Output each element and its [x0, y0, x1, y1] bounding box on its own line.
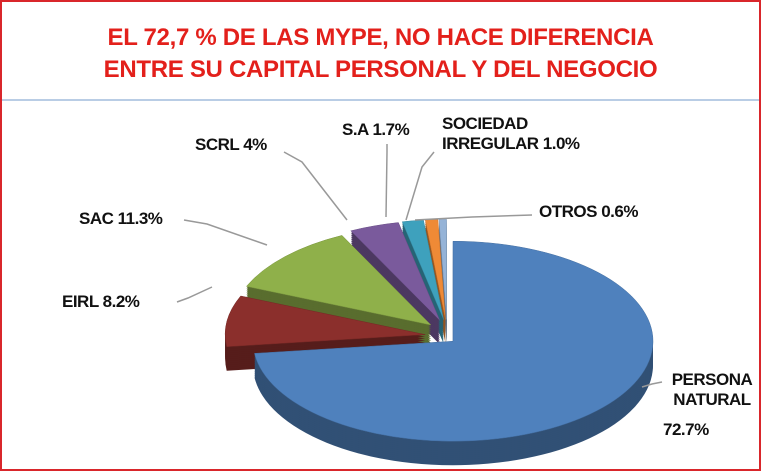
slice-side	[425, 221, 446, 322]
leader-line	[176, 286, 213, 303]
slice-side	[402, 226, 444, 326]
value-label: 1.7%	[372, 120, 410, 139]
category-label: OTROS	[539, 202, 597, 221]
value-label: 72.7%	[663, 420, 709, 439]
slice	[350, 222, 441, 345]
slice-side	[425, 225, 446, 326]
slice-side	[402, 228, 444, 328]
slice-label: PERSONA NATURAL 72.7%	[657, 370, 759, 440]
slice-label: S.A 1.7%	[342, 120, 452, 140]
leader-line	[641, 381, 663, 388]
category-label: SAC	[79, 209, 114, 228]
divider	[2, 99, 759, 101]
value-label: 4%	[243, 135, 267, 154]
slice-label: SOCIEDAD IRREGULAR 1.0%	[442, 114, 582, 154]
chart-title: EL 72,7 % DE LAS MYPE, NO HACE DIFERENCI…	[107, 24, 654, 51]
slice-label: SCRL 4%	[195, 135, 305, 155]
slice-side	[402, 222, 444, 322]
slice-label: SAC 11.3%	[79, 209, 209, 229]
category-label: SCRL	[195, 135, 239, 154]
category-label: S.A	[342, 120, 369, 139]
slice-label: OTROS 0.6%	[539, 202, 669, 222]
slice-side	[425, 223, 446, 324]
value-label: 11.3%	[117, 209, 163, 228]
slice-side	[402, 224, 444, 324]
leader-line	[283, 151, 348, 221]
slice-top	[254, 240, 654, 442]
leader-line	[183, 219, 268, 246]
leader-line	[405, 151, 435, 221]
chart-title: ENTRE SU CAPITAL PERSONAL Y DEL NEGOCIO	[103, 56, 658, 83]
category-label: SOCIEDAD IRREGULAR	[442, 114, 539, 153]
slice-top	[350, 222, 441, 321]
slice	[254, 240, 654, 466]
category-label: EIRL	[62, 292, 99, 311]
category-label: PERSONA NATURAL	[671, 370, 753, 409]
slice-label: EIRL 8.2%	[62, 292, 192, 312]
slice-top	[245, 235, 432, 326]
value-label: 0.6%	[601, 202, 638, 221]
leader-line	[414, 214, 533, 221]
value-label: 8.2%	[102, 292, 140, 311]
value-label: 1.0%	[542, 134, 580, 153]
slice	[245, 235, 432, 349]
leader-line	[385, 144, 388, 218]
slice-top	[224, 295, 426, 347]
slice-side	[425, 227, 446, 328]
